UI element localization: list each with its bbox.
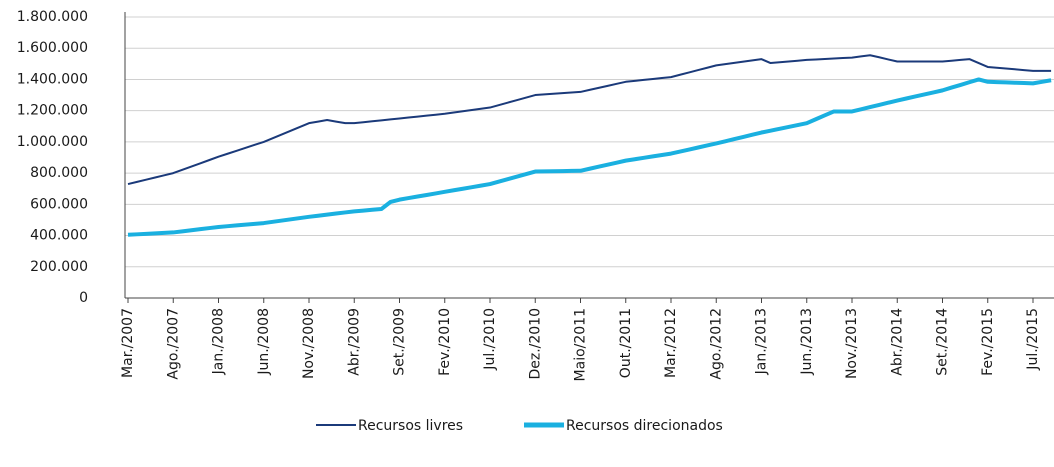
legend-label: Recursos direcionados	[566, 418, 723, 434]
legend-label: Recursos livres	[358, 418, 463, 434]
x-tick-label: Nov./2013	[844, 308, 860, 379]
y-tick-label: 400.000	[30, 228, 88, 244]
x-tick-label: Ago./2007	[165, 308, 181, 380]
x-tick-label: Set./2014	[935, 308, 951, 376]
y-tick-label: 1.400.000	[17, 71, 88, 87]
x-tick-label: Mar./2007	[120, 308, 136, 378]
y-tick-label: 800.000	[30, 165, 88, 181]
x-tick-label: Set./2009	[392, 308, 408, 376]
x-tick-label: Jul./2010	[482, 308, 498, 371]
x-tick-label: Jan./2008	[211, 308, 227, 375]
x-tick-label: Out./2011	[618, 308, 634, 378]
x-tick-label: Jun./2013	[799, 308, 815, 376]
x-tick-label: Abr./2009	[346, 308, 362, 376]
x-tick-label: Jun./2008	[256, 308, 272, 376]
x-tick-label: Ago./2012	[708, 308, 724, 380]
y-tick-label: 1.000.000	[17, 134, 88, 150]
x-tick-label: Dez./2010	[527, 308, 543, 380]
x-tick-label: Mar./2012	[663, 308, 679, 378]
y-tick-label: 200.000	[30, 259, 88, 275]
series-line	[127, 77, 1052, 237]
series-line	[127, 54, 1052, 186]
y-tick-label: 0	[79, 290, 88, 306]
x-tick-label: Jul./2015	[1025, 308, 1041, 371]
y-tick-label: 1.600.000	[17, 40, 88, 56]
x-tick-label: Maio/2011	[573, 308, 589, 381]
x-tick-label: Abr./2014	[889, 308, 905, 376]
y-tick-label: 1.800.000	[17, 9, 88, 25]
y-tick-label: 1.200.000	[17, 103, 88, 119]
y-tick-label: 600.000	[30, 196, 88, 212]
x-tick-label: Jan./2013	[754, 308, 770, 375]
x-tick-label: Nov./2008	[301, 308, 317, 379]
x-tick-label: Fev./2010	[437, 308, 453, 376]
x-tick-label: Fev./2015	[980, 308, 996, 376]
